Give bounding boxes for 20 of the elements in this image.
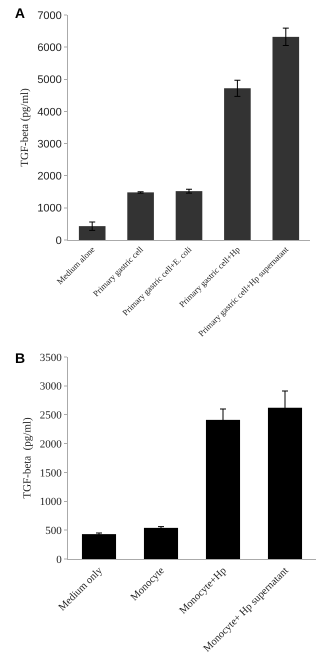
chart-title: B [14,350,26,366]
chart-title: A [14,4,25,21]
y-tick-label: 6000 [37,42,62,54]
y-tick-label: 0 [56,234,62,247]
y-tick-label: 3000 [40,380,62,393]
y-axis-title: TGF-beta (pg/ml) [18,88,31,167]
y-tick-label: 2000 [40,438,62,450]
y-tick-label: 7000 [37,10,62,22]
y-tick-label: 0 [56,554,62,566]
y-tick-label: 3000 [37,138,62,150]
y-tick-label: 4000 [37,106,62,118]
y-axis-title: TGF-beta (pg/ml) [21,417,34,499]
y-tick-label: 1000 [37,202,62,215]
y-tick-label: 1500 [40,467,62,480]
y-tick-label: 500 [45,524,62,537]
y-tick-label: 5000 [37,74,62,86]
y-tick-label: 2500 [40,410,62,422]
y-tick-label: 3500 [40,352,62,364]
y-tick-label: 2000 [37,170,62,183]
y-tick-label: 1000 [40,496,62,508]
